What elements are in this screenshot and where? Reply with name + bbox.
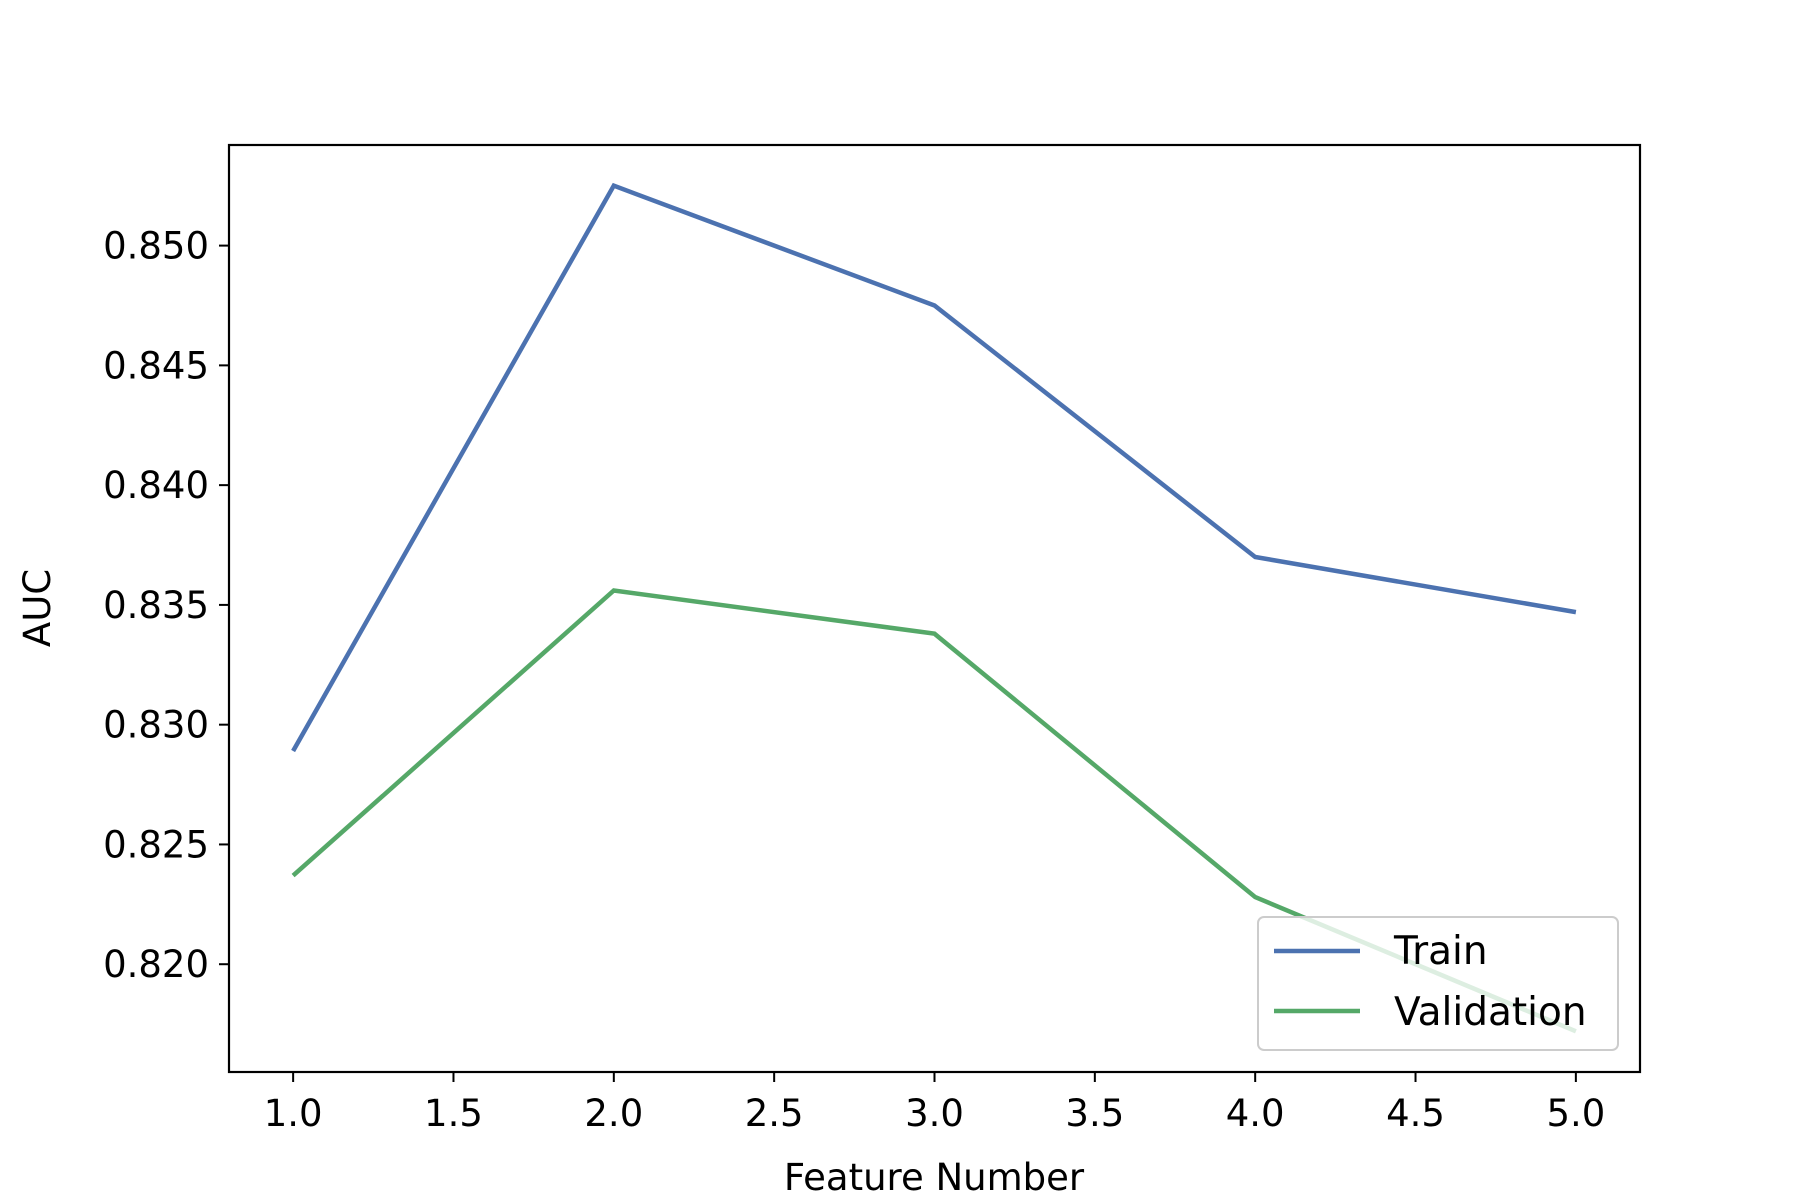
x-tick-label: 1.5 — [424, 1092, 483, 1135]
series-line-train — [291, 182, 1577, 753]
x-tick-label: 2.5 — [745, 1092, 804, 1135]
y-tick-label: 0.820 — [103, 943, 209, 986]
x-tick-label: 4.0 — [1226, 1092, 1285, 1135]
y-tick-label: 0.840 — [103, 464, 209, 507]
y-axis-label: AUC — [16, 569, 59, 647]
x-tick-label: 3.5 — [1065, 1092, 1124, 1135]
y-tick-label: 0.835 — [103, 584, 209, 627]
x-tick-label: 2.0 — [584, 1092, 643, 1135]
legend: Train Validation — [1257, 916, 1619, 1051]
y-tick-label: 0.845 — [103, 344, 209, 387]
y-tick-label: 0.830 — [103, 704, 209, 747]
x-tick-label: 5.0 — [1546, 1092, 1605, 1135]
legend-label-validation: Validation — [1394, 990, 1587, 1035]
x-tick-label: 4.5 — [1386, 1092, 1445, 1135]
legend-label-train: Train — [1393, 929, 1488, 974]
ticks-layer: 1.0 1.5 2.0 2.5 3.0 3.5 4.0 4.5 5.0 0.820 0.825 0.8… — [103, 225, 1605, 1135]
x-tick-label: 1.0 — [264, 1092, 323, 1135]
y-tick-label: 0.850 — [103, 225, 209, 268]
series-layer — [291, 182, 1577, 1034]
x-axis-label: Feature Number — [784, 1156, 1085, 1199]
x-tick-label: 3.0 — [905, 1092, 964, 1135]
y-tick-label: 0.825 — [103, 823, 209, 866]
